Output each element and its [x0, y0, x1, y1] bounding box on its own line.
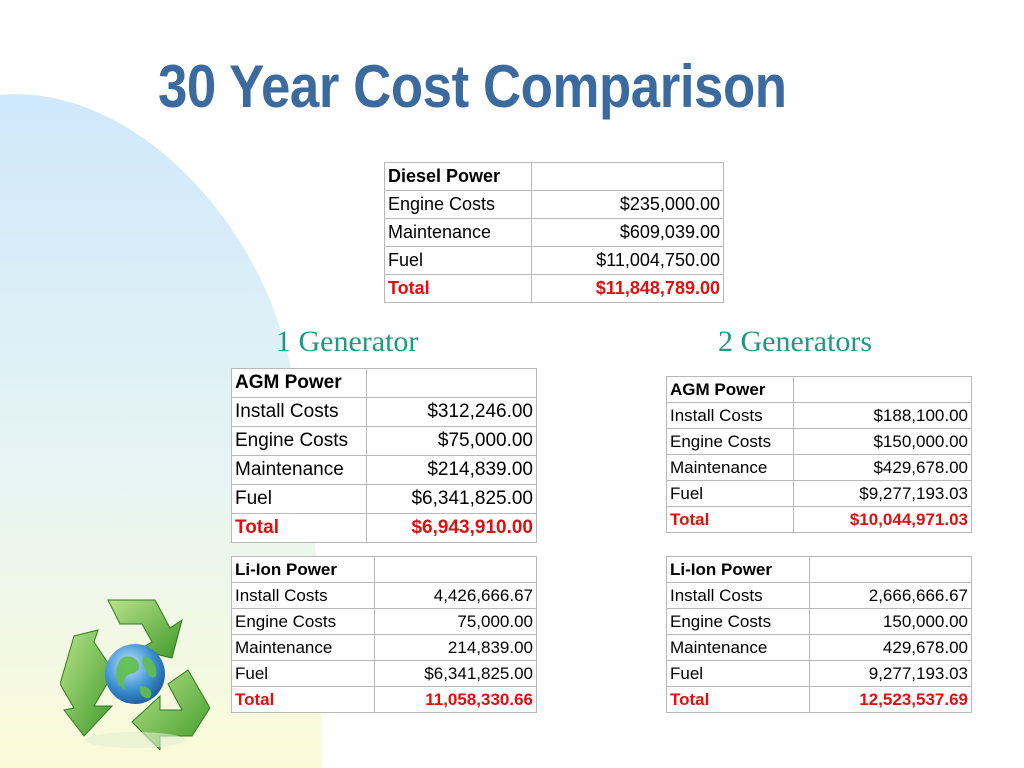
gen1-agm-table: AGM Power Install Costs $312,246.00 Engi… [231, 368, 537, 543]
row-label: Install Costs [231, 397, 367, 427]
table-header: Diesel Power [384, 162, 532, 191]
row-value: $75,000.00 [366, 426, 537, 456]
total-label: Total [231, 513, 367, 543]
row-value: $150,000.00 [793, 428, 972, 455]
row-label: Fuel [384, 246, 532, 275]
row-value: 9,277,193.03 [809, 660, 972, 687]
gen2-agm-table: AGM Power Install Costs $188,100.00 Engi… [666, 376, 972, 533]
row-label: Engine Costs [666, 608, 810, 635]
row-value: 150,000.00 [809, 608, 972, 635]
total-value: $10,044,971.03 [793, 506, 972, 533]
table-header: Li-Ion Power [666, 556, 810, 583]
row-label: Maintenance [666, 634, 810, 661]
diesel-power-table: Diesel Power Engine Costs $235,000.00 Ma… [384, 162, 724, 303]
row-value: $214,839.00 [366, 455, 537, 485]
total-value: 12,523,537.69 [809, 686, 972, 713]
gen1-liion-table: Li-Ion Power Install Costs 4,426,666.67 … [231, 556, 537, 713]
row-value: $429,678.00 [793, 454, 972, 481]
row-label: Maintenance [666, 454, 794, 481]
row-label: Fuel [231, 660, 375, 687]
table-header-empty [793, 376, 972, 403]
row-value: 4,426,666.67 [374, 582, 537, 609]
row-label: Maintenance [384, 218, 532, 247]
row-value: $609,039.00 [531, 218, 724, 247]
gen2-liion-table: Li-Ion Power Install Costs 2,666,666.67 … [666, 556, 972, 713]
row-label: Engine Costs [384, 190, 532, 219]
row-label: Engine Costs [666, 428, 794, 455]
table-header: AGM Power [666, 376, 794, 403]
table-header: Li-Ion Power [231, 556, 375, 583]
total-label: Total [231, 686, 375, 713]
page-title: 30 Year Cost Comparison [158, 53, 787, 120]
table-header-empty [809, 556, 972, 583]
row-value: $312,246.00 [366, 397, 537, 427]
row-value: $235,000.00 [531, 190, 724, 219]
row-label: Install Costs [666, 402, 794, 429]
table-header-empty [374, 556, 537, 583]
row-label: Install Costs [231, 582, 375, 609]
row-label: Engine Costs [231, 426, 367, 456]
table-header-empty [531, 162, 724, 191]
total-label: Total [666, 506, 794, 533]
table-header-empty [366, 368, 537, 398]
row-value: $11,004,750.00 [531, 246, 724, 275]
one-generator-heading: 1 Generator [276, 325, 419, 358]
row-label: Engine Costs [231, 608, 375, 635]
recycle-globe-icon [60, 599, 210, 750]
total-value: $6,943,910.00 [366, 513, 537, 543]
two-generators-heading: 2 Generators [718, 325, 873, 358]
row-label: Install Costs [666, 582, 810, 609]
total-label: Total [666, 686, 810, 713]
row-label: Maintenance [231, 455, 367, 485]
table-header: AGM Power [231, 368, 367, 398]
total-value: 11,058,330.66 [374, 686, 537, 713]
total-label: Total [384, 274, 532, 303]
row-label: Fuel [666, 480, 794, 507]
row-value: 75,000.00 [374, 608, 537, 635]
row-value: 2,666,666.67 [809, 582, 972, 609]
row-value: $188,100.00 [793, 402, 972, 429]
row-label: Fuel [666, 660, 810, 687]
row-value: $9,277,193.03 [793, 480, 972, 507]
total-value: $11,848,789.00 [531, 274, 724, 303]
row-value: 214,839.00 [374, 634, 537, 661]
row-label: Fuel [231, 484, 367, 514]
row-label: Maintenance [231, 634, 375, 661]
row-value: $6,341,825.00 [366, 484, 537, 514]
row-value: 429,678.00 [809, 634, 972, 661]
row-value: $6,341,825.00 [374, 660, 537, 687]
